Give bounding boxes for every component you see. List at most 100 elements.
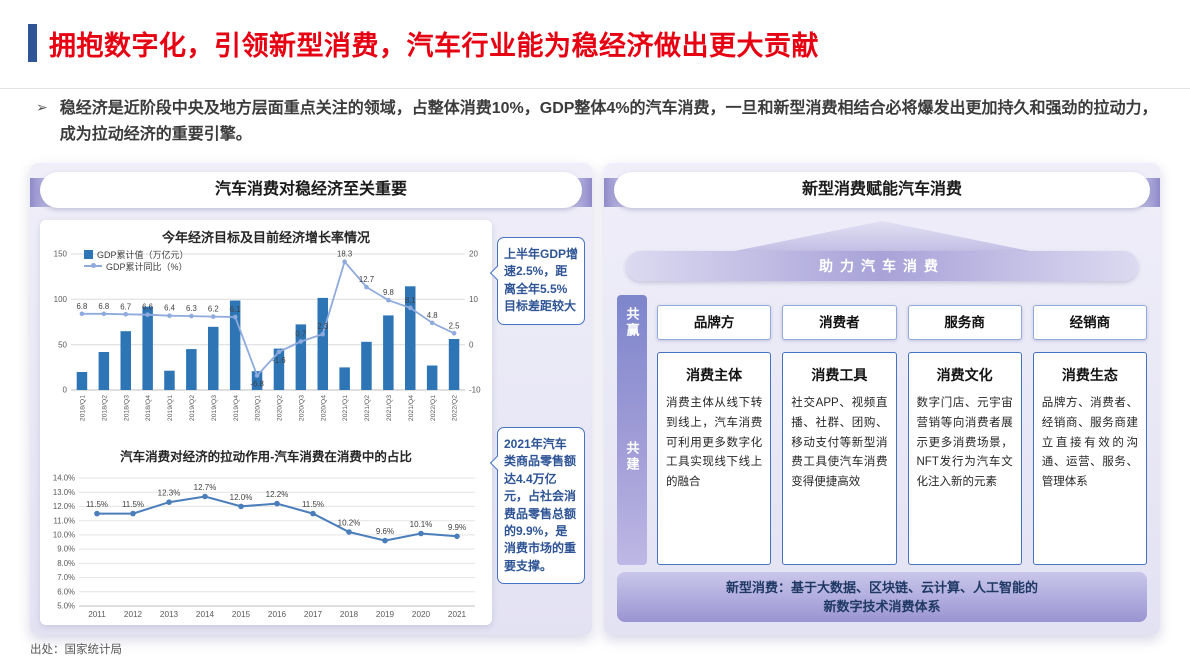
svg-text:7.0%: 7.0% [57, 573, 75, 582]
svg-text:2.5: 2.5 [449, 321, 461, 330]
right-panel: 新型消费赋能汽车消费 助力汽车消费 共赢 共建 品牌方 消费者 服务商 经销商 … [604, 163, 1160, 635]
svg-text:12.2%: 12.2% [266, 490, 289, 499]
svg-text:6.8: 6.8 [76, 302, 87, 311]
svg-text:2018/Q1: 2018/Q1 [80, 395, 87, 421]
svg-text:100: 100 [54, 295, 68, 304]
assist-auto-consumption-banner: 助力汽车消费 [626, 251, 1138, 281]
auto-retail-callout: 2021年汽车类商品零售额达4.4万亿元，占社会消费品零售总额的9.9%，是消费… [497, 427, 585, 585]
svg-text:2019/Q1: 2019/Q1 [167, 395, 174, 421]
svg-text:10.0%: 10.0% [53, 531, 75, 540]
bullet-arrow-icon: ➢ [36, 99, 48, 115]
svg-text:2022/Q2: 2022/Q2 [452, 395, 459, 421]
bar-legend-swatch-icon [84, 249, 93, 259]
page-title: 拥抱数字化，引领新型消费，汽车行业能为稳经济做出更大贡献 [49, 31, 819, 61]
svg-text:2014: 2014 [196, 610, 215, 619]
svg-text:0: 0 [63, 386, 68, 395]
svg-text:14.0%: 14.0% [53, 474, 75, 483]
svg-text:-1.6: -1.6 [272, 356, 285, 365]
bullet-row: ➢ 稳经济是近阶段中央及地方层面重点关注的领域，占整体消费10%，GDP整体4%… [36, 96, 1166, 147]
side-rail: 共赢 共建 [617, 295, 647, 565]
card-title: 消费文化 [936, 367, 993, 383]
svg-text:6.0%: 6.0% [57, 587, 75, 596]
svg-text:2019/Q4: 2019/Q4 [233, 395, 240, 421]
svg-text:2016: 2016 [268, 610, 287, 619]
svg-text:10.1%: 10.1% [410, 520, 433, 529]
header-divider [0, 88, 1190, 89]
svg-text:0.7: 0.7 [295, 330, 306, 339]
svg-text:2022/Q1: 2022/Q1 [430, 395, 437, 421]
svg-text:2021: 2021 [448, 610, 467, 619]
card-title: 消费工具 [811, 367, 868, 383]
svg-text:11.0%: 11.0% [53, 516, 75, 525]
card-body: 品牌方、消费者、经销商、服务商建立直接有效的沟通、运营、服务、管理体系 [1041, 397, 1138, 489]
gdp-chart-title: 今年经济目标及目前经济增长率情况 [161, 230, 370, 245]
svg-text:6.3: 6.3 [186, 304, 197, 313]
svg-text:12.7: 12.7 [359, 275, 374, 284]
card-body: 消费主体从线下转到线上，汽车消费可利用更多数字化工具实现线下线上的融合 [666, 397, 763, 489]
svg-text:2015: 2015 [232, 610, 251, 619]
svg-text:9.9%: 9.9% [448, 523, 466, 532]
svg-text:2018/Q3: 2018/Q3 [123, 395, 130, 421]
legend-row-line: GDP累计同比（%） [84, 260, 189, 272]
role-consumer: 消费者 [782, 305, 897, 340]
svg-text:2020/Q3: 2020/Q3 [298, 395, 305, 421]
svg-text:2021/Q4: 2021/Q4 [408, 395, 415, 421]
svg-text:6.1: 6.1 [230, 305, 241, 314]
source-note: 出处：国家统计局 [30, 644, 122, 656]
svg-text:6.4: 6.4 [164, 304, 176, 313]
svg-text:4.8: 4.8 [427, 311, 438, 320]
card-body: 数字门店、元宇宙营销等向消费者展示更多消费场景，NFT发行为汽车文化注入新的元素 [916, 397, 1013, 489]
svg-text:2019/Q2: 2019/Q2 [189, 395, 196, 421]
svg-text:12.3%: 12.3% [158, 489, 181, 498]
svg-text:-10: -10 [469, 386, 481, 395]
svg-text:2020: 2020 [412, 610, 431, 619]
role-dealer: 经销商 [1032, 305, 1147, 340]
svg-text:6.2: 6.2 [208, 305, 219, 314]
new-consumption-definition: 新型消费：基于大数据、区块链、云计算、人工智能的 新数字技术消费体系 [617, 572, 1147, 622]
role-brand: 品牌方 [657, 305, 772, 340]
svg-text:2021/Q3: 2021/Q3 [386, 395, 393, 421]
svg-text:2013: 2013 [160, 610, 179, 619]
card-consumer-tools: 消费工具 社交APP、视频直播、社群、团购、移动支付等新型消费工具使汽车消费变得… [782, 352, 897, 565]
svg-text:0: 0 [469, 340, 474, 349]
svg-text:11.5%: 11.5% [122, 500, 144, 509]
svg-text:2019: 2019 [376, 610, 395, 619]
svg-text:8.1: 8.1 [405, 296, 416, 305]
card-title: 消费主体 [686, 367, 743, 383]
card-consumer-subject: 消费主体 消费主体从线下转到线上，汽车消费可利用更多数字化工具实现线下线上的融合 [657, 352, 772, 565]
svg-text:9.6%: 9.6% [376, 527, 394, 536]
svg-text:11.5%: 11.5% [302, 500, 324, 509]
bar-legend-label: GDP累计值（万亿元） [97, 249, 189, 260]
svg-text:9.8: 9.8 [383, 288, 394, 297]
svg-text:2018: 2018 [340, 610, 359, 619]
gdp-growth-callout: 上半年GDP增速2.5%，距离全年5.5%目标差距较大 [497, 237, 585, 325]
svg-text:2019/Q3: 2019/Q3 [211, 395, 218, 421]
svg-text:2020/Q4: 2020/Q4 [320, 395, 327, 421]
svg-text:12.0%: 12.0% [53, 502, 75, 511]
chart-card: 今年经济目标及目前经济增长率情况 GDP累计值（万亿元） GDP累计同比（%） … [40, 220, 492, 625]
svg-text:6.6: 6.6 [142, 303, 153, 312]
svg-text:10: 10 [469, 295, 478, 304]
svg-text:12.7%: 12.7% [194, 483, 217, 492]
svg-text:2020/Q2: 2020/Q2 [277, 395, 284, 421]
svg-text:10.2%: 10.2% [338, 519, 361, 528]
svg-text:6.8: 6.8 [98, 302, 109, 311]
right-panel-title: 新型消费赋能汽车消费 [614, 172, 1150, 208]
svg-text:2017: 2017 [304, 610, 323, 619]
svg-text:13.0%: 13.0% [53, 488, 75, 497]
bullet-text: 稳经济是近阶段中央及地方层面重点关注的领域，占整体消费10%，GDP整体4%的汽… [59, 100, 1158, 143]
share-chart-title: 汽车消费对经济的拉动作用-汽车消费在消费中的占比 [120, 450, 412, 464]
svg-text:-6.8: -6.8 [250, 380, 263, 389]
rail-label-build: 共建 [624, 441, 640, 473]
title-accent-bar [28, 24, 37, 62]
left-panel-title: 汽车消费对稳经济至关重要 [40, 172, 582, 208]
svg-text:2020/Q1: 2020/Q1 [255, 395, 262, 421]
card-title: 消费生态 [1061, 367, 1118, 383]
svg-text:2011: 2011 [88, 610, 106, 619]
svg-text:150: 150 [54, 250, 68, 259]
auto-share-chart: 14.0% 13.0% 12.0% 11.0% 10.0% 9.0% 8.0% 7.0% 6.0… [43, 464, 489, 627]
svg-text:2021/Q1: 2021/Q1 [342, 395, 349, 421]
svg-text:5.0%: 5.0% [57, 602, 75, 611]
svg-text:20: 20 [469, 250, 478, 259]
